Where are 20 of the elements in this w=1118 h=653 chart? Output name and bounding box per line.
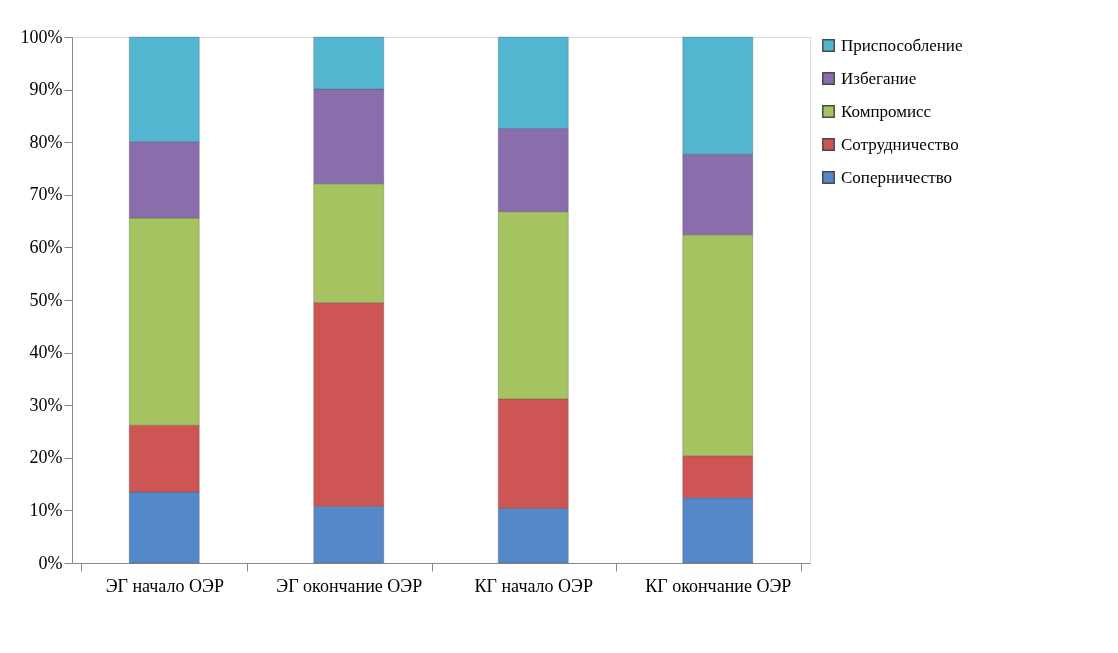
y-tick-label: 80%	[29, 131, 63, 152]
y-tick-label: 30%	[29, 394, 63, 415]
legend-label: Избегание	[841, 68, 917, 88]
legend-label: Компромисс	[841, 101, 932, 121]
y-tick-label: 50%	[29, 289, 63, 310]
y-tick-label: 10%	[29, 499, 63, 520]
y-tick-label: 70%	[29, 184, 63, 205]
legend-label: Приспособление	[841, 35, 963, 55]
y-tick-label: 100%	[20, 26, 63, 47]
y-tick-label: 90%	[29, 79, 63, 100]
x-tick-label: ЭГ начало ОЭР	[105, 575, 224, 596]
y-tick-label: 0%	[38, 552, 63, 573]
x-tick-label: КГ окончание ОЭР	[645, 575, 792, 596]
x-tick-label: ЭГ окончание ОЭР	[276, 575, 423, 596]
legend-label: Сотрудничество	[841, 134, 959, 154]
y-tick-label: 20%	[29, 447, 63, 468]
x-tick-label: КГ начало ОЭР	[474, 575, 593, 596]
legend-label: Соперничество	[841, 167, 953, 187]
y-tick-label: 60%	[29, 236, 63, 257]
y-tick-label: 40%	[29, 342, 63, 363]
